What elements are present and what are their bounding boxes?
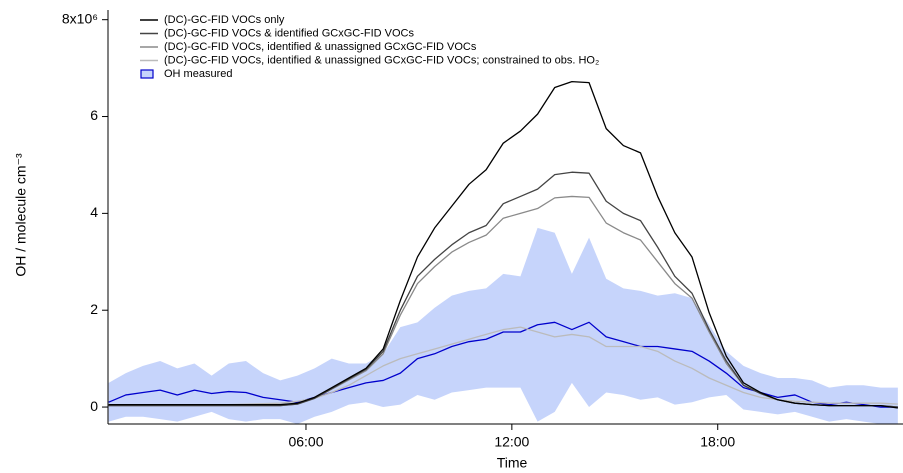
legend-swatch: [140, 69, 154, 79]
error-band: [108, 227, 898, 424]
legend-label: (DC)-GC-FID VOCs, identified & unassigne…: [164, 41, 477, 53]
legend-label: (DC)-GC-FID VOCs & identified GCxGC-FID …: [164, 27, 414, 39]
x-tick-label: 12:00: [494, 434, 529, 450]
y-tick-label: 4: [90, 204, 98, 220]
series-line: [108, 321, 898, 408]
legend-label: (DC)-GC-FID VOCs, identified & unassigne…: [164, 54, 599, 66]
y-tick-label: 2: [90, 301, 98, 317]
y-tick-label: 6: [90, 107, 98, 123]
legend-label: (DC)-GC-FID VOCs only: [164, 14, 285, 26]
x-tick-label: 18:00: [700, 434, 735, 450]
series-line: [108, 81, 898, 409]
x-axis-label: Time: [497, 455, 528, 471]
y-tick-label: 0: [90, 398, 98, 414]
y-tick-label: 8x10⁶: [62, 10, 98, 26]
x-tick-label: 06:00: [288, 434, 323, 450]
legend-label: OH measured: [164, 68, 232, 80]
y-axis-label: OH / molecule cm⁻³: [13, 153, 29, 277]
